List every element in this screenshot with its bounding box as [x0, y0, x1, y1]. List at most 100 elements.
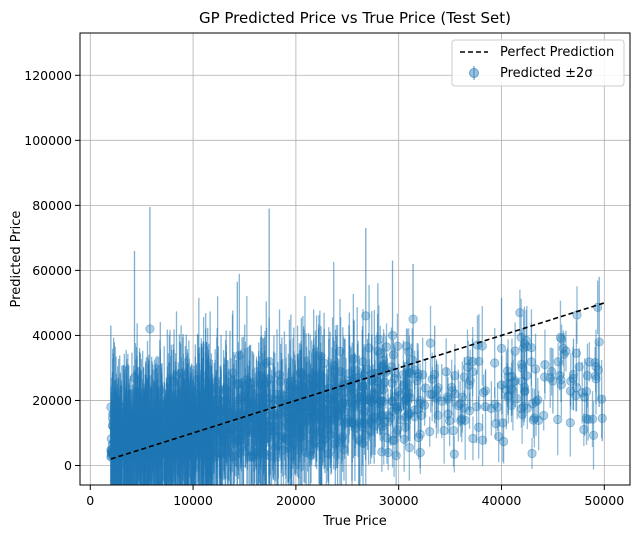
data-point — [149, 410, 160, 420]
data-point — [201, 415, 211, 425]
data-point — [353, 373, 363, 383]
data-point — [358, 438, 368, 448]
data-point — [199, 433, 209, 443]
data-point — [203, 434, 213, 444]
data-point — [289, 439, 299, 450]
data-point — [307, 412, 317, 422]
x-tick-label: 30000 — [379, 493, 419, 508]
data-point — [404, 367, 414, 378]
data-point — [521, 371, 532, 381]
data-point — [145, 324, 155, 334]
data-point — [315, 411, 325, 422]
data-point — [184, 423, 194, 434]
data-point — [170, 430, 180, 440]
data-point — [108, 417, 118, 427]
data-point — [157, 407, 167, 418]
data-point — [183, 424, 193, 434]
data-point — [399, 380, 409, 391]
data-point — [169, 424, 179, 434]
data-point — [431, 394, 442, 404]
data-point — [190, 406, 200, 416]
data-point — [107, 420, 118, 431]
data-point — [242, 404, 252, 415]
data-point — [193, 410, 203, 420]
data-point — [319, 403, 329, 413]
data-point — [171, 450, 181, 460]
data-point — [166, 425, 176, 436]
data-point — [234, 422, 244, 432]
data-point — [379, 364, 389, 374]
data-point — [108, 447, 118, 458]
data-point — [363, 414, 373, 424]
data-point — [135, 418, 146, 429]
data-point — [261, 358, 271, 368]
data-point — [319, 406, 329, 417]
data-point — [171, 371, 182, 381]
data-point — [167, 431, 177, 441]
data-point — [189, 408, 199, 418]
data-point — [327, 373, 338, 383]
data-point — [555, 371, 565, 381]
data-point — [226, 429, 236, 439]
data-point — [226, 424, 236, 434]
data-point — [260, 438, 270, 448]
data-point — [474, 422, 484, 432]
data-point — [519, 343, 529, 353]
data-point — [121, 414, 131, 424]
data-point — [165, 444, 175, 455]
data-point — [396, 415, 406, 425]
data-point — [326, 406, 336, 416]
data-point — [113, 429, 123, 439]
data-point — [166, 425, 177, 435]
data-point — [206, 443, 216, 453]
data-point — [290, 415, 300, 425]
data-point — [140, 451, 150, 462]
data-point — [326, 403, 336, 413]
data-point — [112, 414, 122, 424]
data-point — [200, 439, 210, 449]
data-point — [309, 379, 319, 389]
data-point — [391, 428, 401, 438]
data-point — [177, 420, 187, 430]
data-point — [443, 409, 453, 419]
data-point — [200, 433, 211, 443]
data-point — [368, 389, 378, 399]
data-point — [130, 413, 140, 424]
data-point — [133, 399, 143, 409]
data-point — [259, 416, 269, 426]
data-point — [186, 452, 196, 462]
data-point — [443, 394, 453, 404]
data-point — [215, 430, 225, 441]
data-point — [203, 398, 213, 408]
data-point — [169, 442, 179, 453]
data-point — [147, 451, 157, 461]
data-point — [358, 396, 369, 406]
data-point — [582, 370, 593, 381]
data-point — [223, 429, 233, 439]
data-point — [492, 402, 503, 412]
data-point — [459, 372, 469, 382]
data-point — [206, 400, 216, 410]
data-point — [172, 449, 182, 459]
data-point — [323, 415, 333, 425]
data-point — [205, 384, 215, 395]
data-point — [332, 409, 342, 419]
data-point — [144, 416, 154, 426]
data-point — [151, 433, 161, 443]
data-point — [212, 406, 222, 416]
data-point — [393, 405, 403, 415]
data-point — [194, 434, 204, 444]
data-point — [220, 421, 230, 431]
data-point — [216, 428, 226, 438]
data-point — [176, 448, 186, 458]
data-point — [167, 446, 178, 456]
data-point — [149, 433, 159, 443]
data-point — [166, 452, 176, 462]
data-point — [337, 400, 348, 410]
data-point — [490, 399, 500, 409]
data-point — [186, 410, 197, 420]
data-point — [204, 448, 214, 458]
data-point — [201, 387, 211, 397]
data-point — [296, 407, 306, 417]
data-point — [149, 437, 159, 447]
